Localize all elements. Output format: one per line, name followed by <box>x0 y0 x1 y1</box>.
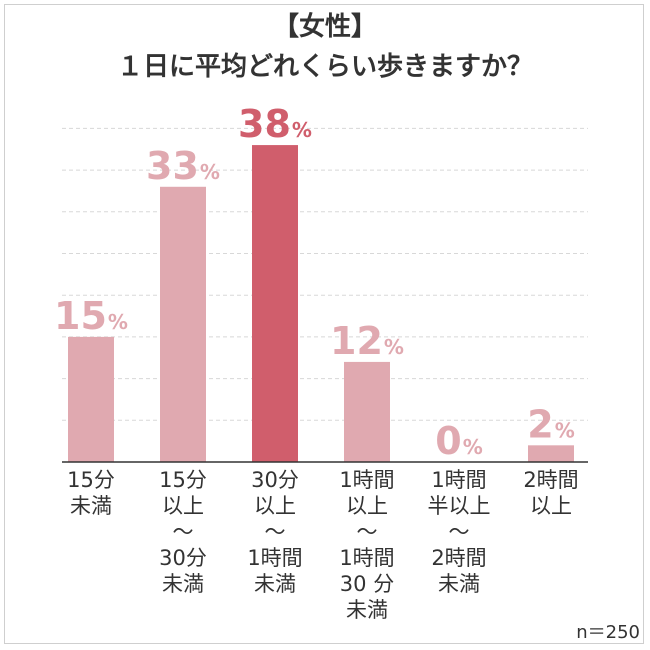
value-label: 0% <box>435 419 483 463</box>
bar <box>160 186 206 462</box>
chart-title-line1: 【女性】 <box>272 12 377 42</box>
category-label: 15分未満 <box>67 468 115 518</box>
category-label: 30分以上〜 1時間未満 <box>247 468 302 596</box>
category-label: 1時間半以上〜 2時間未満 <box>428 468 491 596</box>
bar <box>68 336 114 462</box>
category-label: 15分以上〜 30分未満 <box>159 468 207 596</box>
category-label: 1時間以上〜 1時間 30 分未満 <box>339 468 394 622</box>
value-label: 12% <box>330 319 404 363</box>
gridlines <box>62 127 588 421</box>
sample-size-note: n＝250 <box>576 622 640 643</box>
category-labels: 15分未満 15分以上〜 30分未満 30分以上〜 1時間未満 1時間以上〜 1時間 30 分… <box>67 468 579 622</box>
bars <box>68 145 574 462</box>
value-label: 15% <box>54 294 128 338</box>
value-label: 38% <box>238 102 312 146</box>
category-label: 2時間以上 <box>523 468 578 518</box>
value-labels: 15% 33% 38% 12% 0% 2% <box>54 102 575 463</box>
chart-title-line2: １日に平均どれくらい歩きますか？ <box>116 52 533 82</box>
bar <box>252 145 298 462</box>
bar <box>344 361 390 462</box>
value-label: 2% <box>527 402 575 446</box>
value-label: 33% <box>146 144 220 188</box>
bar <box>528 445 574 462</box>
chart-frame <box>4 4 644 644</box>
